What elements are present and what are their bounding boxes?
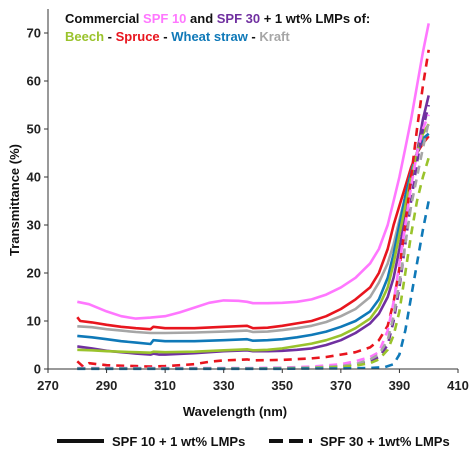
series-line-spf30-10 [77,157,430,370]
x-ticks: 270 290 310 330 350 370 390 410 [37,369,469,393]
y-ticks: 0 10 20 30 40 50 60 70 [27,26,48,377]
chart-title-line-1: Commercial SPF 10 and SPF 30 + 1 wt% LMP… [65,11,370,26]
series-line-spf10-5 [77,123,430,355]
legend-dashed-label: SPF 30 + 1wt% LMPs [320,434,450,449]
plot-lines [76,23,430,371]
y-tick-label: 30 [27,218,41,233]
series-line-spf10-2 [76,135,430,331]
y-tick-label: 20 [27,266,41,281]
y-tick-label: 40 [27,170,41,185]
series-line-spf10-0 [77,23,430,320]
x-tick-label: 350 [271,378,293,393]
x-tick-label: 290 [96,378,118,393]
x-axis-title: Wavelength (nm) [183,404,287,419]
y-tick-label: 50 [27,122,41,137]
chart-title-line-2: Beech - Spruce - Wheat straw - Kraft [65,29,290,44]
series-line-spf30-6 [76,49,430,368]
y-tick-label: 60 [27,74,41,89]
x-tick-label: 270 [37,378,59,393]
x-tick-label: 310 [154,378,176,393]
y-tick-label: 0 [34,362,41,377]
y-axis-title: Transmittance (%) [7,144,22,256]
legend-solid-label: SPF 10 + 1 wt% LMPs [112,434,245,449]
x-tick-label: 410 [447,378,469,393]
series-line-spf30-7 [77,104,430,370]
x-tick-label: 330 [213,378,235,393]
series-line-spf10-1 [77,95,430,356]
x-tick-label: 390 [389,378,411,393]
series-line-spf10-4 [77,132,430,346]
bottom-legend: SPF 10 + 1 wt% LMPs SPF 30 + 1wt% LMPs [57,434,450,449]
x-tick-label: 370 [330,378,352,393]
series-line-spf30-8 [77,114,430,370]
y-tick-label: 10 [27,314,41,329]
y-tick-label: 70 [27,26,41,41]
